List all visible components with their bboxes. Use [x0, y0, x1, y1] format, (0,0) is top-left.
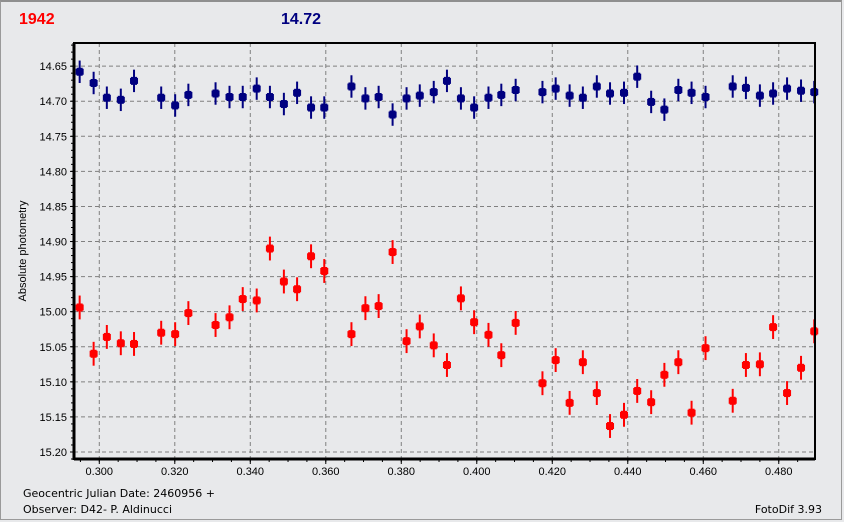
y-tick-label: 15.10 [39, 377, 67, 389]
data-series [75, 60, 819, 438]
x-tick-label: 0.440 [614, 466, 642, 478]
y-tick-label: 14.65 [39, 61, 67, 73]
series-comparison [75, 60, 819, 126]
x-tick-label: 0.460 [689, 466, 717, 478]
y-tick-label: 14.70 [39, 96, 67, 108]
y-tick-label: 15.20 [39, 447, 67, 459]
x-tick-label: 0.360 [312, 466, 340, 478]
y-tick-label: 15.15 [39, 412, 67, 424]
y-axis: 14.65 14.70 14.75 14.80 14.85 14.90 14.95 15.00… [39, 44, 74, 460]
x-tick-label: 0.340 [237, 466, 265, 478]
plot-frame [73, 42, 816, 460]
x-tick-label: 0.480 [765, 466, 793, 478]
x-tick-label: 0.300 [86, 466, 114, 478]
x-tick-label: 0.420 [539, 466, 567, 478]
y-tick-label: 14.75 [39, 131, 67, 143]
observer-label: Observer: D42- P. Aldinucci [23, 503, 173, 516]
y-tick-label: 15.05 [39, 342, 67, 354]
y-tick-label: 14.80 [39, 166, 67, 178]
comparison-magnitude-label: 14.72 [281, 11, 322, 28]
target-name-label: 1942 [19, 11, 55, 28]
x-tick-label: 0.380 [388, 466, 416, 478]
y-tick-label: 15.00 [39, 307, 67, 319]
y-tick-label: 14.85 [39, 201, 67, 213]
grid-lines [74, 43, 815, 459]
series-1942 [75, 236, 819, 438]
y-tick-label: 14.95 [39, 272, 67, 284]
software-version-label: FotoDif 3.93 [754, 503, 822, 516]
y-axis-title: Absolute photometry [17, 200, 29, 301]
julian-date-label: Geocentric Julian Date: 2460956 + [23, 487, 215, 500]
x-tick-label: 0.400 [463, 466, 491, 478]
x-tick-label: 0.320 [161, 466, 189, 478]
x-axis: 0.300 0.320 0.340 0.360 0.380 0.400 0.420 0.440… [79, 459, 799, 478]
y-tick-label: 14.90 [39, 237, 67, 249]
